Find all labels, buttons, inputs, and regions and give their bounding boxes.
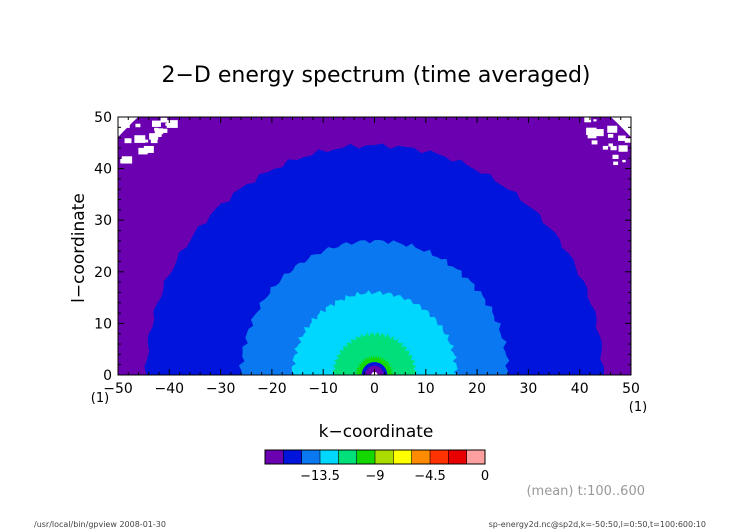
y-tick-label: 50 bbox=[94, 110, 112, 126]
x-tick-label: −10 bbox=[308, 381, 338, 397]
x-tick-label: 10 bbox=[417, 381, 435, 397]
speckle bbox=[624, 138, 631, 143]
speckle bbox=[593, 129, 604, 137]
y-axis-label: l−coordinate bbox=[69, 193, 89, 303]
y-tick-label: 0 bbox=[103, 368, 112, 384]
x-tick-label: −40 bbox=[155, 381, 185, 397]
x-axis-ticks: −50 −40 −30 −20 −10 0 10 20 30 40 50 bbox=[103, 117, 640, 397]
colorbar-segment bbox=[356, 450, 376, 464]
colorbar-segment bbox=[466, 450, 486, 464]
mean-range-note: (mean) t:100..600 bbox=[526, 484, 645, 499]
speckle bbox=[149, 133, 159, 140]
speckle bbox=[607, 133, 614, 138]
speckle bbox=[166, 120, 178, 128]
speckle bbox=[161, 128, 168, 133]
chart-title: 2−D energy spectrum (time averaged) bbox=[162, 63, 591, 88]
x-tick-label: 0 bbox=[370, 381, 379, 397]
speckle bbox=[150, 138, 158, 144]
colorbar-tick-label: −13.5 bbox=[300, 469, 340, 484]
speckle bbox=[135, 123, 141, 128]
colorbar-segment bbox=[375, 450, 394, 464]
speckle bbox=[134, 135, 146, 143]
speckle bbox=[143, 145, 154, 153]
x-axis-label: k−coordinate bbox=[319, 422, 434, 442]
x-tick-label: −30 bbox=[206, 381, 236, 397]
colorbar-segment bbox=[448, 450, 467, 464]
footer-right: sp-energy2d.nc@sp2d,k=-50:50,l=0:50,t=10… bbox=[489, 520, 706, 529]
speckle bbox=[144, 147, 148, 150]
speckle bbox=[610, 145, 617, 151]
speckle bbox=[602, 145, 609, 150]
speckle bbox=[607, 125, 618, 133]
colorbar-segment bbox=[430, 450, 449, 464]
speckle bbox=[138, 147, 148, 155]
x-edge-note-left: (1) bbox=[91, 391, 109, 406]
colorbar-segment bbox=[411, 450, 431, 464]
y-axis-ticks: 0 10 20 30 40 50 bbox=[94, 110, 631, 384]
speckle bbox=[593, 119, 597, 122]
x-tick-label: −20 bbox=[257, 381, 287, 397]
contour-bands bbox=[118, 117, 631, 375]
speckle bbox=[157, 130, 162, 134]
x-tick-label: 20 bbox=[468, 381, 486, 397]
speckle bbox=[124, 138, 132, 144]
colorbar-ticks: −13.5 −9 −4.5 0 bbox=[300, 469, 489, 484]
x-tick-label: 40 bbox=[571, 381, 589, 397]
x-tick-label: 30 bbox=[519, 381, 537, 397]
colorbar-segment bbox=[338, 450, 357, 464]
speckle bbox=[160, 117, 168, 123]
speckle bbox=[586, 127, 597, 136]
y-tick-label: 10 bbox=[94, 316, 112, 332]
speckle bbox=[157, 133, 162, 138]
colorbar-segment bbox=[283, 450, 302, 464]
colorbar-segment bbox=[320, 450, 339, 464]
x-edge-note-right: (1) bbox=[629, 400, 647, 415]
colorbar-tick-label: −9 bbox=[365, 469, 384, 484]
colorbar-tick-label: −4.5 bbox=[414, 469, 446, 484]
y-tick-label: 20 bbox=[94, 265, 112, 281]
speckle bbox=[612, 154, 619, 160]
y-tick-label: 40 bbox=[94, 162, 112, 178]
colorbar-segment bbox=[265, 450, 284, 464]
speckle bbox=[154, 127, 159, 131]
contour-speckles bbox=[119, 117, 631, 166]
speckle bbox=[608, 143, 613, 147]
speckle bbox=[584, 117, 592, 123]
contour-band-4 bbox=[331, 331, 417, 375]
speckle bbox=[618, 145, 628, 152]
colorbar-segment bbox=[301, 450, 321, 464]
speckle bbox=[591, 140, 598, 145]
colorbar-segment bbox=[393, 450, 412, 464]
speckle bbox=[121, 156, 133, 164]
footer-left: /usr/local/bin/gpview 2008-01-30 bbox=[34, 520, 166, 529]
speckle bbox=[587, 132, 597, 139]
speckle bbox=[622, 159, 626, 163]
colorbar-tick-label: 0 bbox=[481, 469, 489, 484]
speckle bbox=[119, 120, 130, 128]
colorbar bbox=[264, 449, 486, 465]
contour-band-3 bbox=[291, 290, 459, 375]
x-tick-label: 50 bbox=[622, 381, 640, 397]
y-tick-label: 30 bbox=[94, 213, 112, 229]
x-tick-label: −50 bbox=[103, 381, 133, 397]
speckle bbox=[613, 161, 619, 166]
speckle bbox=[618, 135, 626, 141]
speckle bbox=[144, 139, 149, 143]
speckle bbox=[165, 123, 170, 126]
speckle bbox=[151, 120, 161, 127]
